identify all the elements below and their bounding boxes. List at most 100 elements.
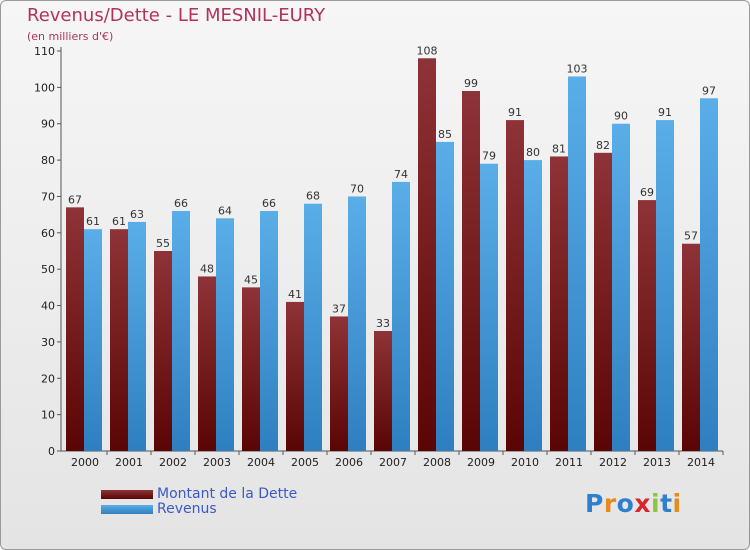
x-tick-label: 2011 — [555, 456, 583, 469]
bar-revenus — [612, 123, 630, 452]
value-label-revenus: 64 — [218, 204, 232, 217]
x-tick-label: 2005 — [291, 456, 319, 469]
value-label-revenus: 80 — [526, 146, 540, 159]
x-axis: 2000 2001 2002 2003 2004 2005 2006 2007 2008 2009… — [61, 450, 724, 469]
x-tick-label: 2002 — [159, 456, 187, 469]
bar-revenus — [304, 203, 322, 451]
bar-revenus — [568, 76, 586, 452]
value-label-revenus: 66 — [262, 197, 276, 210]
bars — [66, 58, 718, 452]
bar-dette — [550, 156, 568, 452]
value-label-revenus: 63 — [130, 208, 144, 221]
value-labels: 67 61 61 63 55 66 48 64 45 66 41 68 37 70 33 74 108 85 99 7… — [68, 44, 716, 330]
x-tick-label: 2008 — [423, 456, 451, 469]
bar-revenus — [216, 218, 234, 451]
y-axis: 0 10 20 30 40 50 60 70 80 90 100 110 — [34, 45, 62, 458]
bar-dette — [110, 229, 128, 451]
value-label-revenus: 68 — [306, 190, 320, 203]
y-tick-label: 40 — [41, 300, 55, 313]
x-tick-label: 2009 — [467, 456, 495, 469]
legend-label-dette: Montant de la Dette — [157, 486, 298, 502]
x-tick-label: 2001 — [115, 456, 143, 469]
value-label-dette: 57 — [684, 230, 698, 243]
x-tick-label: 2012 — [599, 456, 627, 469]
value-label-dette: 61 — [112, 215, 126, 228]
y-tick-label: 10 — [41, 409, 55, 422]
value-label-dette: 45 — [244, 273, 258, 286]
y-tick-label: 50 — [41, 263, 55, 276]
bar-revenus — [656, 120, 674, 451]
bar-revenus — [260, 211, 278, 451]
bar-dette — [594, 152, 612, 451]
value-label-dette: 82 — [596, 139, 610, 152]
bar-dette — [374, 331, 392, 451]
legend-swatch-revenus — [101, 505, 153, 514]
y-tick-label: 60 — [41, 227, 55, 240]
value-label-dette: 99 — [464, 77, 478, 90]
bar-revenus — [172, 211, 190, 451]
bar-revenus — [700, 98, 718, 451]
y-tick-label: 30 — [41, 336, 55, 349]
x-tick-label: 2014 — [687, 456, 715, 469]
bar-revenus — [524, 160, 542, 451]
value-label-revenus: 79 — [482, 150, 496, 163]
bar-revenus — [436, 141, 454, 451]
bar-dette — [682, 243, 700, 451]
legend-swatch-dette — [101, 490, 153, 499]
value-label-dette: 91 — [508, 106, 522, 119]
value-label-revenus: 97 — [702, 84, 716, 97]
x-tick-label: 2007 — [379, 456, 407, 469]
value-label-revenus: 66 — [174, 197, 188, 210]
x-tick-label: 2010 — [511, 456, 539, 469]
value-label-revenus: 61 — [86, 215, 100, 228]
chart-title: Revenus/Dette - LE MESNIL-EURY — [27, 5, 326, 26]
value-label-revenus: 90 — [614, 110, 628, 123]
bar-dette — [506, 120, 524, 451]
y-tick-label: 100 — [34, 81, 55, 94]
chart-subtitle: (en milliers d'€) — [27, 30, 114, 43]
value-label-dette: 33 — [376, 317, 390, 330]
value-label-revenus: 70 — [350, 182, 364, 195]
x-tick-label: 2003 — [203, 456, 231, 469]
value-label-dette: 37 — [332, 302, 346, 315]
bar-dette — [242, 287, 260, 451]
proxiti-logo: Proxiti — [585, 489, 682, 518]
y-tick-label: 0 — [48, 445, 55, 458]
bar-dette — [462, 91, 480, 451]
bar-revenus — [480, 163, 498, 451]
x-tick-label: 2000 — [71, 456, 99, 469]
value-label-dette: 67 — [68, 193, 82, 206]
bar-dette — [286, 301, 304, 451]
bar-revenus — [392, 181, 410, 451]
value-label-dette: 69 — [640, 186, 654, 199]
x-tick-label: 2006 — [335, 456, 363, 469]
value-label-revenus: 91 — [658, 106, 672, 119]
value-label-revenus: 74 — [394, 168, 408, 181]
x-tick-label: 2013 — [643, 456, 671, 469]
y-tick-label: 80 — [41, 154, 55, 167]
y-tick-label: 20 — [41, 372, 55, 385]
value-label-dette: 41 — [288, 288, 302, 301]
y-tick-label: 90 — [41, 118, 55, 131]
x-tick-label: 2004 — [247, 456, 275, 469]
bar-revenus — [128, 221, 146, 451]
bar-revenus — [84, 229, 102, 451]
bar-dette — [330, 316, 348, 451]
value-label-dette: 55 — [156, 237, 170, 250]
bar-dette — [154, 251, 172, 451]
value-label-dette: 48 — [200, 262, 214, 275]
bar-dette — [198, 276, 216, 451]
value-label-dette: 108 — [417, 44, 438, 57]
value-label-revenus: 85 — [438, 128, 452, 141]
value-label-dette: 81 — [552, 142, 566, 155]
bar-dette — [66, 207, 84, 451]
y-tick-label: 70 — [41, 190, 55, 203]
value-label-revenus: 103 — [567, 62, 588, 75]
bar-dette — [638, 200, 656, 451]
legend-label-revenus: Revenus — [157, 501, 217, 517]
bar-revenus — [348, 196, 366, 451]
y-tick-label: 110 — [34, 45, 55, 58]
bar-dette — [418, 58, 436, 451]
